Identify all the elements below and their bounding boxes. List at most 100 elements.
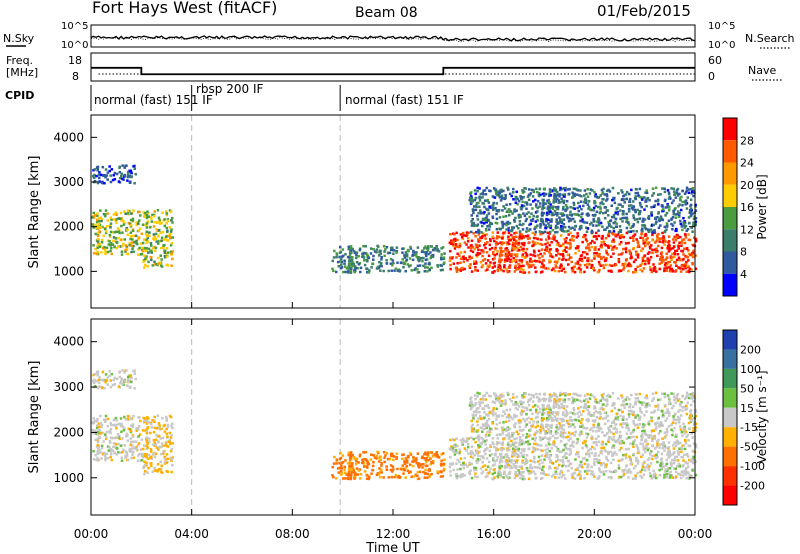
power-echo-cell	[572, 187, 576, 190]
power-echo-cell	[514, 195, 518, 199]
power-echo-cell	[522, 190, 526, 193]
nave-label: Nave	[748, 64, 776, 77]
power-echo-cell	[652, 223, 655, 227]
velocity-echo-cell	[598, 475, 601, 478]
velocity-echo-cell	[479, 467, 483, 470]
power-echo-cell	[685, 270, 688, 274]
power-echo-cell	[456, 252, 459, 256]
velocity-echo-cell	[389, 468, 393, 472]
velocity-echo-cell	[468, 471, 471, 474]
power-echo-cell	[565, 236, 568, 240]
power-echo-cell	[600, 243, 603, 247]
power-echo-cell	[160, 239, 163, 242]
power-echo-cell	[610, 215, 614, 219]
power-echo-cell	[590, 266, 593, 270]
velocity-echo-cell	[507, 457, 511, 460]
power-echo-cell	[578, 194, 581, 197]
velocity-echo-cell	[591, 429, 595, 433]
velocity-echo-cell	[417, 466, 421, 469]
power-echo-cell	[606, 226, 609, 229]
power-echo-cell	[663, 263, 667, 267]
velocity-echo-cell	[682, 429, 685, 433]
power-echo-cell	[686, 255, 689, 259]
power-echo-cell	[508, 203, 512, 206]
velocity-echo-cell	[661, 445, 665, 448]
velocity-echo-cell	[546, 412, 549, 416]
power-echo-cell	[507, 270, 511, 273]
velocity-echo-cell	[112, 445, 115, 449]
velocity-echo-cell	[531, 437, 535, 441]
velocity-echo-cell	[375, 454, 379, 457]
power-echo-cell	[494, 190, 498, 194]
velocity-echo-cell	[531, 423, 535, 426]
power-echo-cell	[407, 265, 411, 268]
power-echo-cell	[98, 180, 101, 183]
power-echo-cell	[589, 241, 592, 245]
velocity-echo-cell	[674, 444, 678, 448]
velocity-echo-cell	[632, 422, 636, 425]
power-echo-cell	[536, 237, 539, 241]
power-echo-cell	[603, 216, 607, 220]
velocity-echo-cell	[513, 465, 517, 468]
velocity-echo-cell	[521, 411, 524, 414]
power-echo-cell	[547, 200, 550, 204]
power-echo-cell	[514, 239, 518, 243]
power-echo-cell	[534, 259, 538, 263]
velocity-echo-cell	[93, 372, 97, 376]
power-echo-cell	[99, 216, 103, 219]
velocity-echo-cell	[498, 421, 502, 425]
velocity-echo-cell	[131, 440, 134, 444]
velocity-echo-cell	[136, 459, 140, 463]
power-echo-cell	[672, 212, 676, 216]
power-echo-cell	[647, 214, 651, 218]
power-echo-cell	[562, 267, 566, 271]
power-echo-cell	[660, 204, 664, 207]
power-echo-cell	[610, 264, 613, 268]
power-echo-cell	[567, 233, 570, 236]
power-echo-cell	[132, 244, 135, 248]
power-echo-cell	[672, 211, 676, 214]
velocity-echo-cell	[536, 443, 539, 447]
power-echo-cell	[496, 250, 499, 253]
power-echo-cell	[495, 243, 498, 246]
power-echo-cell	[665, 252, 668, 256]
velocity-echo-cell	[605, 469, 608, 473]
power-echo-cell	[515, 255, 519, 258]
velocity-echo-cell	[656, 403, 660, 407]
power-echo-cell	[534, 225, 537, 229]
velocity-echo-cell	[516, 408, 519, 411]
power-echo-cell	[622, 247, 625, 251]
power-echo-cell	[634, 270, 638, 274]
power-echo-cell	[532, 200, 535, 203]
velocity-echo-cell	[104, 420, 107, 423]
velocity-echo-cell	[470, 436, 473, 439]
power-echo-cell	[453, 232, 456, 236]
power-echo-cell	[153, 263, 157, 266]
velocity-echo-cell	[475, 459, 478, 463]
velocity-echo-cell	[627, 413, 631, 416]
power-echo-cell	[587, 246, 591, 249]
power-echo-cell	[102, 234, 105, 237]
velocity-echo-cell	[360, 461, 364, 465]
power-echo-cell	[530, 260, 534, 263]
power-echo-cell	[123, 174, 127, 178]
velocity-echo-cell	[503, 472, 506, 475]
velocity-echo-cell	[424, 471, 427, 475]
power-echo-cell	[402, 266, 405, 269]
noise-search-label: N.Search	[745, 32, 795, 45]
velocity-echo-cell	[658, 446, 661, 449]
velocity-echo-cell	[663, 473, 666, 477]
velocity-echo-cell	[693, 396, 696, 400]
velocity-echo-cell	[98, 385, 101, 388]
power-echo-cell	[639, 236, 642, 239]
power-echo-cell	[539, 202, 542, 205]
power-echo-cell	[511, 241, 515, 244]
power-echo-cell	[655, 234, 659, 237]
velocity-echo-cell	[165, 453, 169, 456]
velocity-echo-cell	[99, 414, 102, 418]
power-echo-cell	[95, 174, 98, 178]
power-echo-cell	[116, 227, 120, 230]
power-echo-cell	[622, 268, 625, 271]
power-echo-cell	[685, 229, 688, 232]
power-echo-cell	[150, 244, 153, 247]
